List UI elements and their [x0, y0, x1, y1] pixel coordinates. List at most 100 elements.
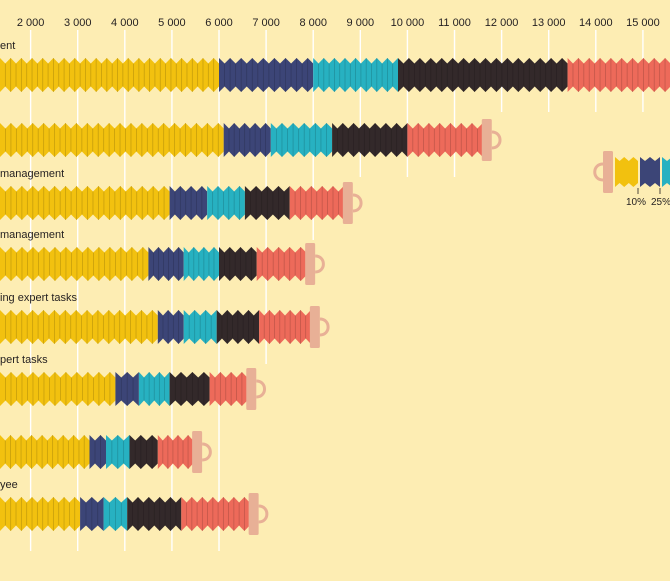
- segment-q3-d9: [157, 435, 194, 469]
- segment-median-q3-fill: [332, 123, 408, 157]
- segment-q1-median-fill: [183, 310, 217, 344]
- legend-swatch: [662, 157, 670, 187]
- segment-d1-q1: [115, 372, 139, 406]
- segment-d1-q1-fill: [148, 247, 184, 281]
- bar-end-handle: [192, 431, 212, 473]
- bar-end-handle-grip: [352, 193, 363, 213]
- segment-q1-median: [103, 497, 128, 531]
- bar-end-handle-plate: [481, 119, 492, 161]
- segment-d1-q1-fill: [115, 372, 139, 406]
- segment-to-d1: [0, 58, 219, 92]
- segment-q1-median: [138, 372, 170, 406]
- segment-median-q3-fill: [219, 247, 257, 281]
- segment-q1-median-fill: [138, 372, 170, 406]
- x-tick-label: 10 000: [391, 17, 425, 29]
- segment-q3-d9-fill: [407, 123, 483, 157]
- segment-median-q3-fill: [216, 310, 260, 344]
- segment-q3-d9-fill: [209, 372, 248, 406]
- segment-q3-d9-fill: [259, 310, 311, 344]
- segment-to-d1-fill: [0, 186, 170, 220]
- segment-to-d1-fill: [0, 247, 149, 281]
- segment-to-d1: [0, 186, 170, 220]
- segment-q1-median-fill: [106, 435, 130, 469]
- x-tick-label: 8 000: [299, 17, 327, 29]
- x-tick-label: 15 000: [626, 17, 660, 29]
- segment-d1-q1-fill: [157, 310, 184, 344]
- bar-end-handle: [248, 493, 269, 535]
- row-label: yee: [0, 479, 18, 491]
- segment-d1-q1: [157, 310, 184, 344]
- segment-median-q3: [129, 435, 158, 469]
- segment-q3-d9-fill: [157, 435, 194, 469]
- bar-end-handle-plate: [342, 182, 353, 224]
- bar-end-handle-grip: [201, 442, 212, 462]
- segment-q1-median: [207, 186, 245, 220]
- legend-label-10: 10%: [626, 197, 646, 208]
- bar-end-handle: [481, 119, 502, 161]
- segment-q3-d9: [567, 58, 670, 92]
- segment-median-q3-fill: [129, 435, 158, 469]
- x-tick-label: 9 000: [347, 17, 375, 29]
- bar-end-handle-grip: [256, 379, 267, 399]
- segment-d1-q1: [80, 497, 104, 531]
- legend-swatch: [640, 157, 660, 187]
- bar-end-handle-plate: [246, 368, 257, 410]
- row-label: ent: [0, 40, 15, 52]
- segment-q1-median-fill: [103, 497, 128, 531]
- segment-q3-d9: [407, 123, 483, 157]
- row-label: management: [0, 168, 64, 180]
- segment-d1-q1: [148, 247, 184, 281]
- x-tick-label: 13 000: [532, 17, 566, 29]
- segment-to-d1: [0, 435, 90, 469]
- legend: 10% 25%: [593, 151, 670, 208]
- x-tick-label: 2 000: [17, 17, 45, 29]
- segment-to-d1-fill: [0, 372, 116, 406]
- x-tick-label: 14 000: [579, 17, 613, 29]
- segment-q1-median: [313, 58, 398, 92]
- segment-median-q3: [216, 310, 260, 344]
- x-tick-label: 6 000: [205, 17, 233, 29]
- x-tick-label: 7 000: [252, 17, 280, 29]
- segment-median-q3: [244, 186, 290, 220]
- segment-median-q3: [169, 372, 210, 406]
- bar-end-handle-plate: [248, 493, 259, 535]
- bar-end-handle: [246, 368, 267, 410]
- segment-median-q3: [332, 123, 408, 157]
- segment-q3-d9: [289, 186, 344, 220]
- segment-q1-median: [183, 310, 217, 344]
- segment-d1-q1-fill: [169, 186, 208, 220]
- segment-to-d1-fill: [0, 58, 219, 92]
- segment-median-q3-fill: [127, 497, 182, 531]
- segment-d1-q1-fill: [223, 123, 271, 157]
- row-label: ing expert tasks: [0, 292, 78, 304]
- bar-end-handle: [309, 306, 330, 348]
- segment-q1-median: [183, 247, 219, 281]
- x-tick-label: 12 000: [485, 17, 519, 29]
- segment-d1-q1: [169, 186, 208, 220]
- x-tick-label: 5 000: [158, 17, 186, 29]
- segment-to-d1-fill: [0, 497, 81, 531]
- x-tick-label: 11 000: [438, 17, 471, 29]
- segment-q3-d9-fill: [289, 186, 344, 220]
- segment-to-d1: [0, 123, 224, 157]
- segment-d1-q1: [223, 123, 271, 157]
- segment-q3-d9: [209, 372, 248, 406]
- segment-q3-d9-fill: [181, 497, 250, 531]
- segment-median-q3: [127, 497, 182, 531]
- segment-d1-q1-fill: [89, 435, 106, 469]
- segment-q1-median: [270, 123, 333, 157]
- segment-d1-q1: [219, 58, 314, 92]
- segment-q1-median: [106, 435, 130, 469]
- x-tick-label: 3 000: [64, 17, 92, 29]
- row-label: management: [0, 229, 64, 241]
- segment-q3-d9: [259, 310, 311, 344]
- segment-d1-q1-fill: [80, 497, 104, 531]
- segment-q3-d9-fill: [567, 58, 670, 92]
- row-label: pert tasks: [0, 354, 48, 366]
- segment-q3-d9: [256, 247, 307, 281]
- legend-swatch: [615, 157, 638, 187]
- segment-median-q3-fill: [169, 372, 210, 406]
- segment-q3-d9-fill: [256, 247, 307, 281]
